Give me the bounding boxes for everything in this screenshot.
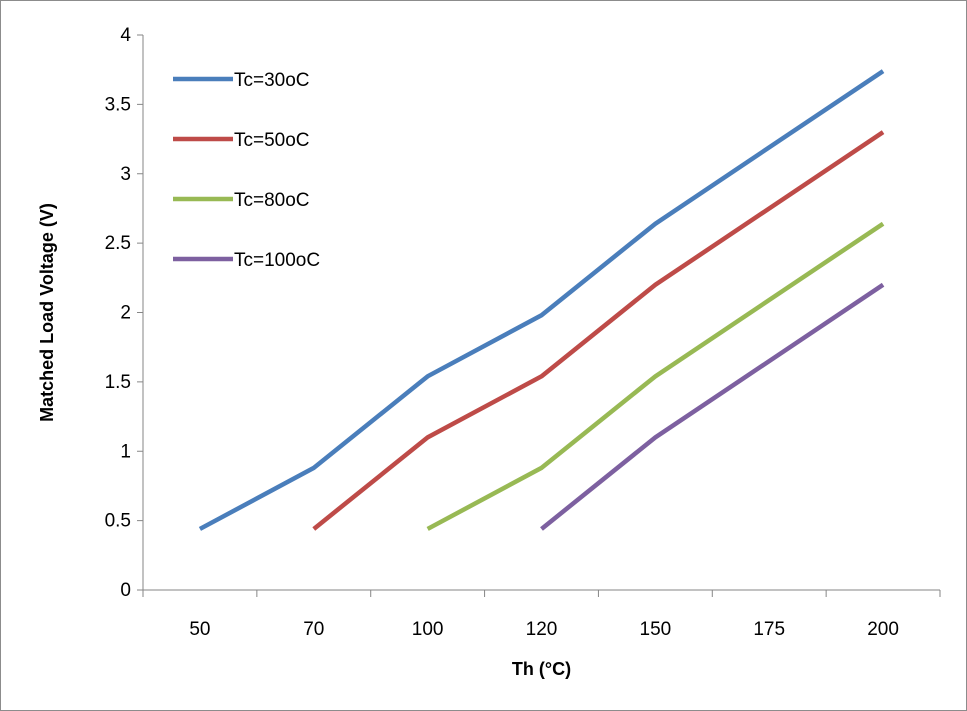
x-tick-label: 70 [303, 619, 324, 640]
y-tick-label: 2 [120, 303, 131, 324]
y-tick-label: 4 [120, 25, 131, 46]
legend: Tc=30oC Tc=50oC Tc=80oC Tc=100oC [173, 70, 320, 271]
series-line-4 [540, 282, 885, 531]
x-tick-label: 50 [189, 619, 210, 640]
x-tick-label: 150 [640, 619, 672, 640]
x-tick-label: 120 [526, 619, 558, 640]
x-tick-label: 100 [412, 619, 444, 640]
series-lines [198, 69, 885, 531]
x-axis-title: Th (°C) [512, 659, 571, 679]
y-tick-label: 0 [120, 580, 131, 601]
y-tick-label: 3.5 [105, 94, 131, 115]
series-line-3 [426, 221, 885, 531]
y-axis-title: Matched Load Voltage (V) [37, 203, 57, 422]
x-tick-label: 175 [753, 619, 785, 640]
y-tick-label: 2.5 [105, 233, 131, 254]
series-line-2 [312, 130, 885, 531]
series-line-1 [198, 69, 885, 531]
y-tick-label: 1.5 [105, 372, 131, 393]
legend-label-2: Tc=50oC [234, 130, 310, 151]
y-tick-label: 0.5 [105, 511, 131, 532]
y-tick-label: 3 [120, 164, 131, 185]
legend-label-1: Tc=30oC [234, 70, 310, 91]
legend-label-4: Tc=100oC [234, 250, 320, 271]
legend-label-3: Tc=80oC [234, 190, 310, 211]
y-axis: 0 0.5 1 1.5 2 2.5 3 3.5 4 [105, 25, 144, 601]
y-tick-label: 1 [120, 441, 131, 462]
x-tick-label: 200 [867, 619, 899, 640]
x-axis: 50 70 100 120 150 175 200 [142, 589, 941, 640]
